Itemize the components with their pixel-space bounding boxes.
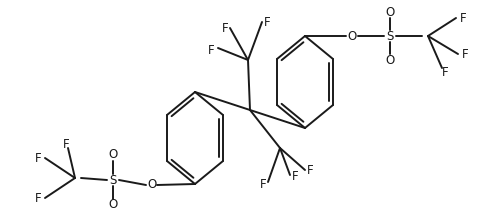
Text: F: F (442, 66, 448, 78)
Text: F: F (34, 192, 42, 204)
Text: F: F (222, 21, 228, 35)
Text: S: S (386, 30, 394, 42)
Text: O: O (348, 30, 356, 42)
Text: F: F (62, 137, 70, 151)
Text: F: F (462, 47, 468, 61)
Text: F: F (292, 171, 298, 183)
Text: F: F (264, 16, 270, 28)
Text: F: F (460, 11, 466, 25)
Text: O: O (386, 53, 394, 67)
Text: F: F (260, 177, 266, 191)
Text: O: O (386, 5, 394, 19)
Text: F: F (306, 163, 314, 177)
Text: O: O (108, 149, 118, 161)
Text: F: F (34, 151, 42, 165)
Text: O: O (148, 178, 156, 192)
Text: O: O (108, 198, 118, 208)
Text: S: S (110, 173, 116, 187)
Text: F: F (208, 43, 214, 57)
